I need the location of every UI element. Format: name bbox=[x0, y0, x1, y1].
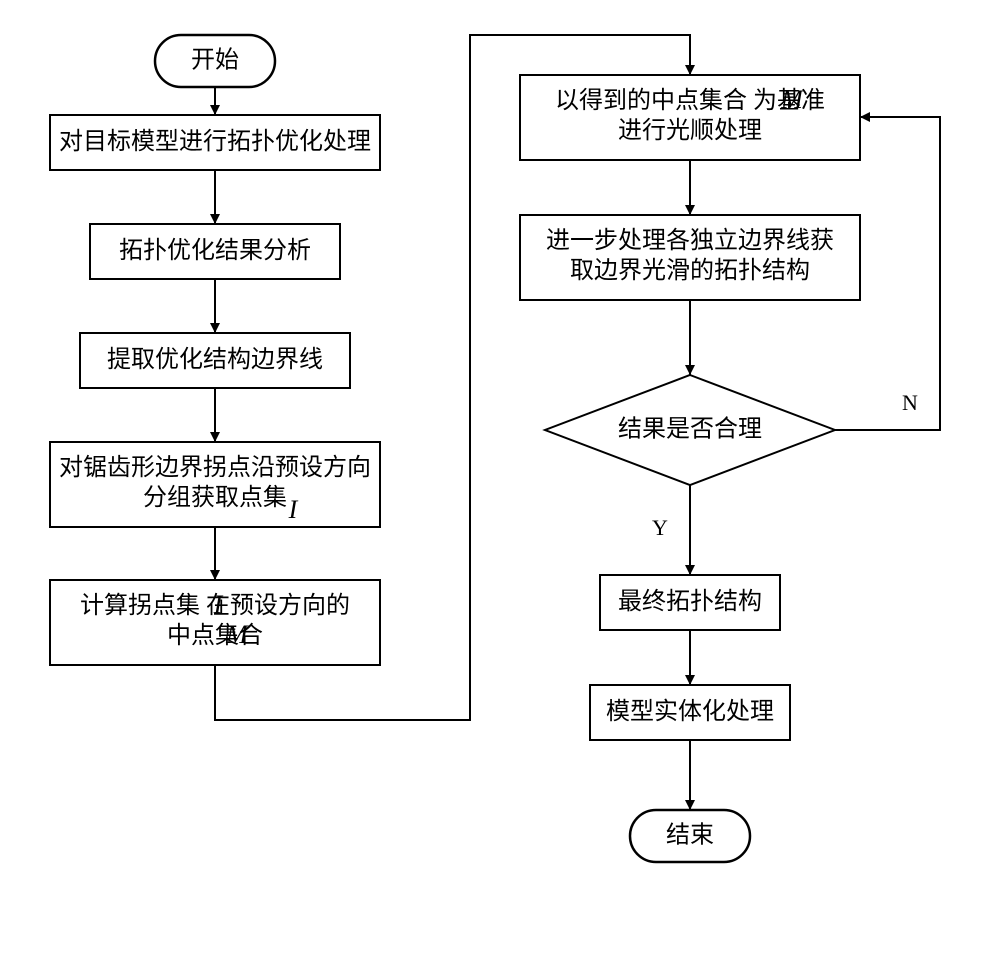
node-n1: 对目标模型进行拓扑优化处理 bbox=[50, 115, 380, 170]
node-n7: 进一步处理各独立边界线获取边界光滑的拓扑结构 bbox=[520, 215, 860, 300]
svg-text:进一步处理各独立边界线获: 进一步处理各独立边界线获 bbox=[546, 227, 834, 254]
node-n2: 拓扑优化结果分析 bbox=[90, 224, 340, 279]
node-end: 结束 bbox=[630, 810, 750, 862]
svg-text:结束: 结束 bbox=[666, 822, 714, 849]
symbol-M_in_n5: M bbox=[225, 620, 249, 649]
node-n8: 最终拓扑结构 bbox=[600, 575, 780, 630]
node-n9: 模型实体化处理 bbox=[590, 685, 790, 740]
svg-text:进行光顺处理: 进行光顺处理 bbox=[618, 117, 762, 144]
node-n3: 提取优化结构边界线 bbox=[80, 333, 350, 388]
edge-label-8: Y bbox=[652, 515, 668, 540]
node-n6: 以得到的中点集合 为基准进行光顺处理 bbox=[520, 75, 860, 160]
edge-label-9: N bbox=[902, 390, 918, 415]
svg-text:开始: 开始 bbox=[191, 47, 239, 74]
svg-text:对锯齿形边界拐点沿预设方向: 对锯齿形边界拐点沿预设方向 bbox=[59, 454, 371, 481]
symbol-I_in_n5: I bbox=[213, 590, 224, 619]
node-start: 开始 bbox=[155, 35, 275, 87]
svg-text:提取优化结构边界线: 提取优化结构边界线 bbox=[107, 346, 323, 373]
svg-text:取边界光滑的拓扑结构: 取边界光滑的拓扑结构 bbox=[570, 257, 810, 284]
svg-text:对目标模型进行拓扑优化处理: 对目标模型进行拓扑优化处理 bbox=[59, 128, 371, 155]
node-d1: 结果是否合理 bbox=[545, 375, 835, 485]
svg-text:分组获取点集: 分组获取点集 bbox=[143, 484, 287, 511]
svg-text:拓扑优化结果分析: 拓扑优化结果分析 bbox=[119, 237, 311, 264]
svg-text:最终拓扑结构: 最终拓扑结构 bbox=[618, 588, 762, 615]
svg-text:结果是否合理: 结果是否合理 bbox=[618, 416, 762, 443]
svg-text:中点集合: 中点集合 bbox=[167, 622, 263, 649]
symbol-I_in_n4: I bbox=[288, 495, 299, 524]
symbol-M_in_n6: M bbox=[780, 85, 804, 114]
node-n4: 对锯齿形边界拐点沿预设方向分组获取点集 bbox=[50, 442, 380, 527]
svg-text:模型实体化处理: 模型实体化处理 bbox=[606, 698, 774, 725]
